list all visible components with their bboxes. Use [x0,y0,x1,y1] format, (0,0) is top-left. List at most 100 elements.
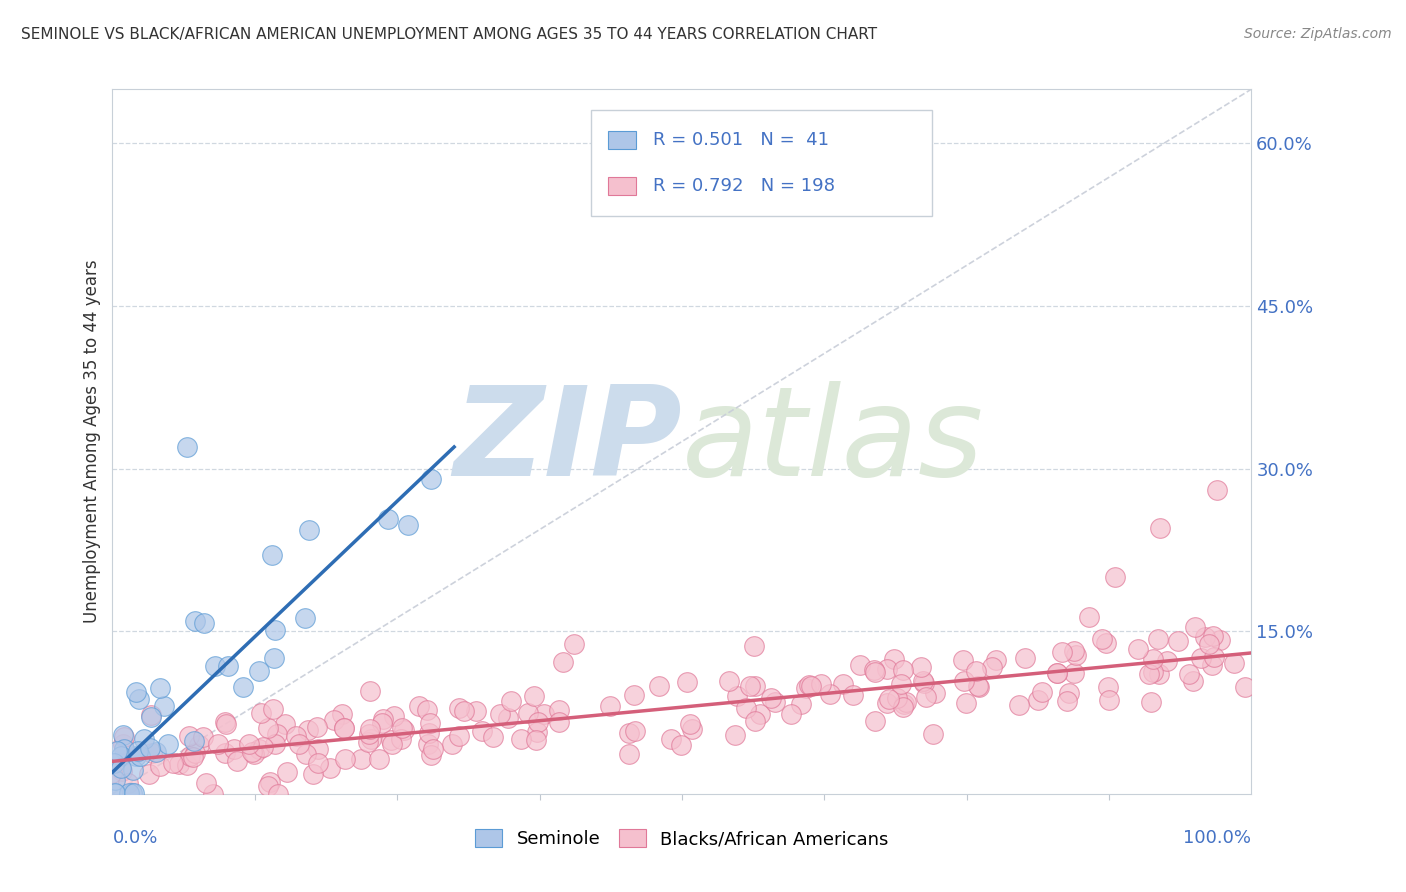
Point [176,440,198,454]
Point [1063,644,1085,658]
Point [187,738,209,752]
Point [648,679,671,693]
Point [132,732,155,747]
Point [274,717,297,731]
Point [725,690,748,704]
Point [1095,636,1118,650]
Point [1149,521,1171,535]
Point [749,707,772,722]
Point [1046,665,1069,680]
Point [332,721,354,735]
Point [381,737,404,751]
Point [1126,642,1149,657]
Point [330,706,353,721]
Point [617,725,640,739]
Point [1007,698,1029,713]
Point [1098,693,1121,707]
Point [1233,680,1256,694]
Point [201,787,224,801]
Point [112,731,135,745]
Text: SEMINOLE VS BLACK/AFRICAN AMERICAN UNEMPLOYMENT AMONG AGES 35 TO 44 YEARS CORREL: SEMINOLE VS BLACK/AFRICAN AMERICAN UNEMP… [21,27,877,42]
Point [1194,630,1216,644]
Point [247,742,270,756]
Point [294,747,316,761]
Point [259,775,281,789]
Text: R = 0.792   N = 198: R = 0.792 N = 198 [654,178,835,195]
Point [742,640,765,654]
Point [125,685,148,699]
Point [863,714,886,728]
Point [240,745,263,759]
Point [360,732,382,747]
Point [112,728,135,742]
Point [243,747,266,761]
Point [214,715,236,730]
Point [863,665,886,679]
Point [139,707,162,722]
Point [266,787,288,801]
Point [965,664,987,678]
Point [184,746,207,760]
Point [262,702,284,716]
Point [307,741,329,756]
Point [465,704,488,718]
Point [252,739,274,754]
Point [1057,686,1080,700]
Point [207,737,229,751]
Point [370,715,392,730]
Point [222,742,245,756]
Point [232,680,254,694]
Point [498,711,520,725]
Point [214,746,236,760]
Point [744,679,766,693]
Point [183,750,205,764]
Point [489,707,512,722]
Text: 100.0%: 100.0% [1184,830,1251,847]
Point [1182,674,1205,689]
Point [1198,638,1220,652]
Point [250,706,273,721]
Point [894,695,917,709]
Point [523,689,546,703]
Point [790,698,813,712]
Point [162,756,184,771]
Point [125,748,148,763]
Point [810,677,832,691]
Point [1064,648,1087,663]
Point [678,716,700,731]
Point [1223,656,1246,670]
Point [179,748,201,763]
Point [1031,685,1053,699]
Point [1177,667,1199,681]
Point [842,688,865,702]
Point [876,662,898,676]
Point [256,779,278,793]
Point [416,737,439,751]
Point [799,678,821,692]
FancyBboxPatch shape [607,131,637,149]
Point [247,665,270,679]
Point [441,737,464,751]
Point [682,723,704,737]
Point [912,674,935,689]
Point [1137,667,1160,681]
Point [122,763,145,777]
FancyBboxPatch shape [591,111,932,216]
Point [533,706,555,721]
Point [217,658,239,673]
Point [104,786,127,800]
Point [1146,632,1168,646]
Point [101,766,124,780]
Point [127,744,149,758]
Point [145,745,167,759]
Point [357,735,380,749]
Legend: Seminole, Blacks/African Americans: Seminole, Blacks/African Americans [468,822,896,855]
Point [226,754,249,768]
Point [1142,665,1164,680]
Point [394,723,416,738]
Point [301,767,323,781]
Point [263,650,285,665]
Point [890,677,912,691]
Point [599,699,621,714]
Point [527,714,550,729]
